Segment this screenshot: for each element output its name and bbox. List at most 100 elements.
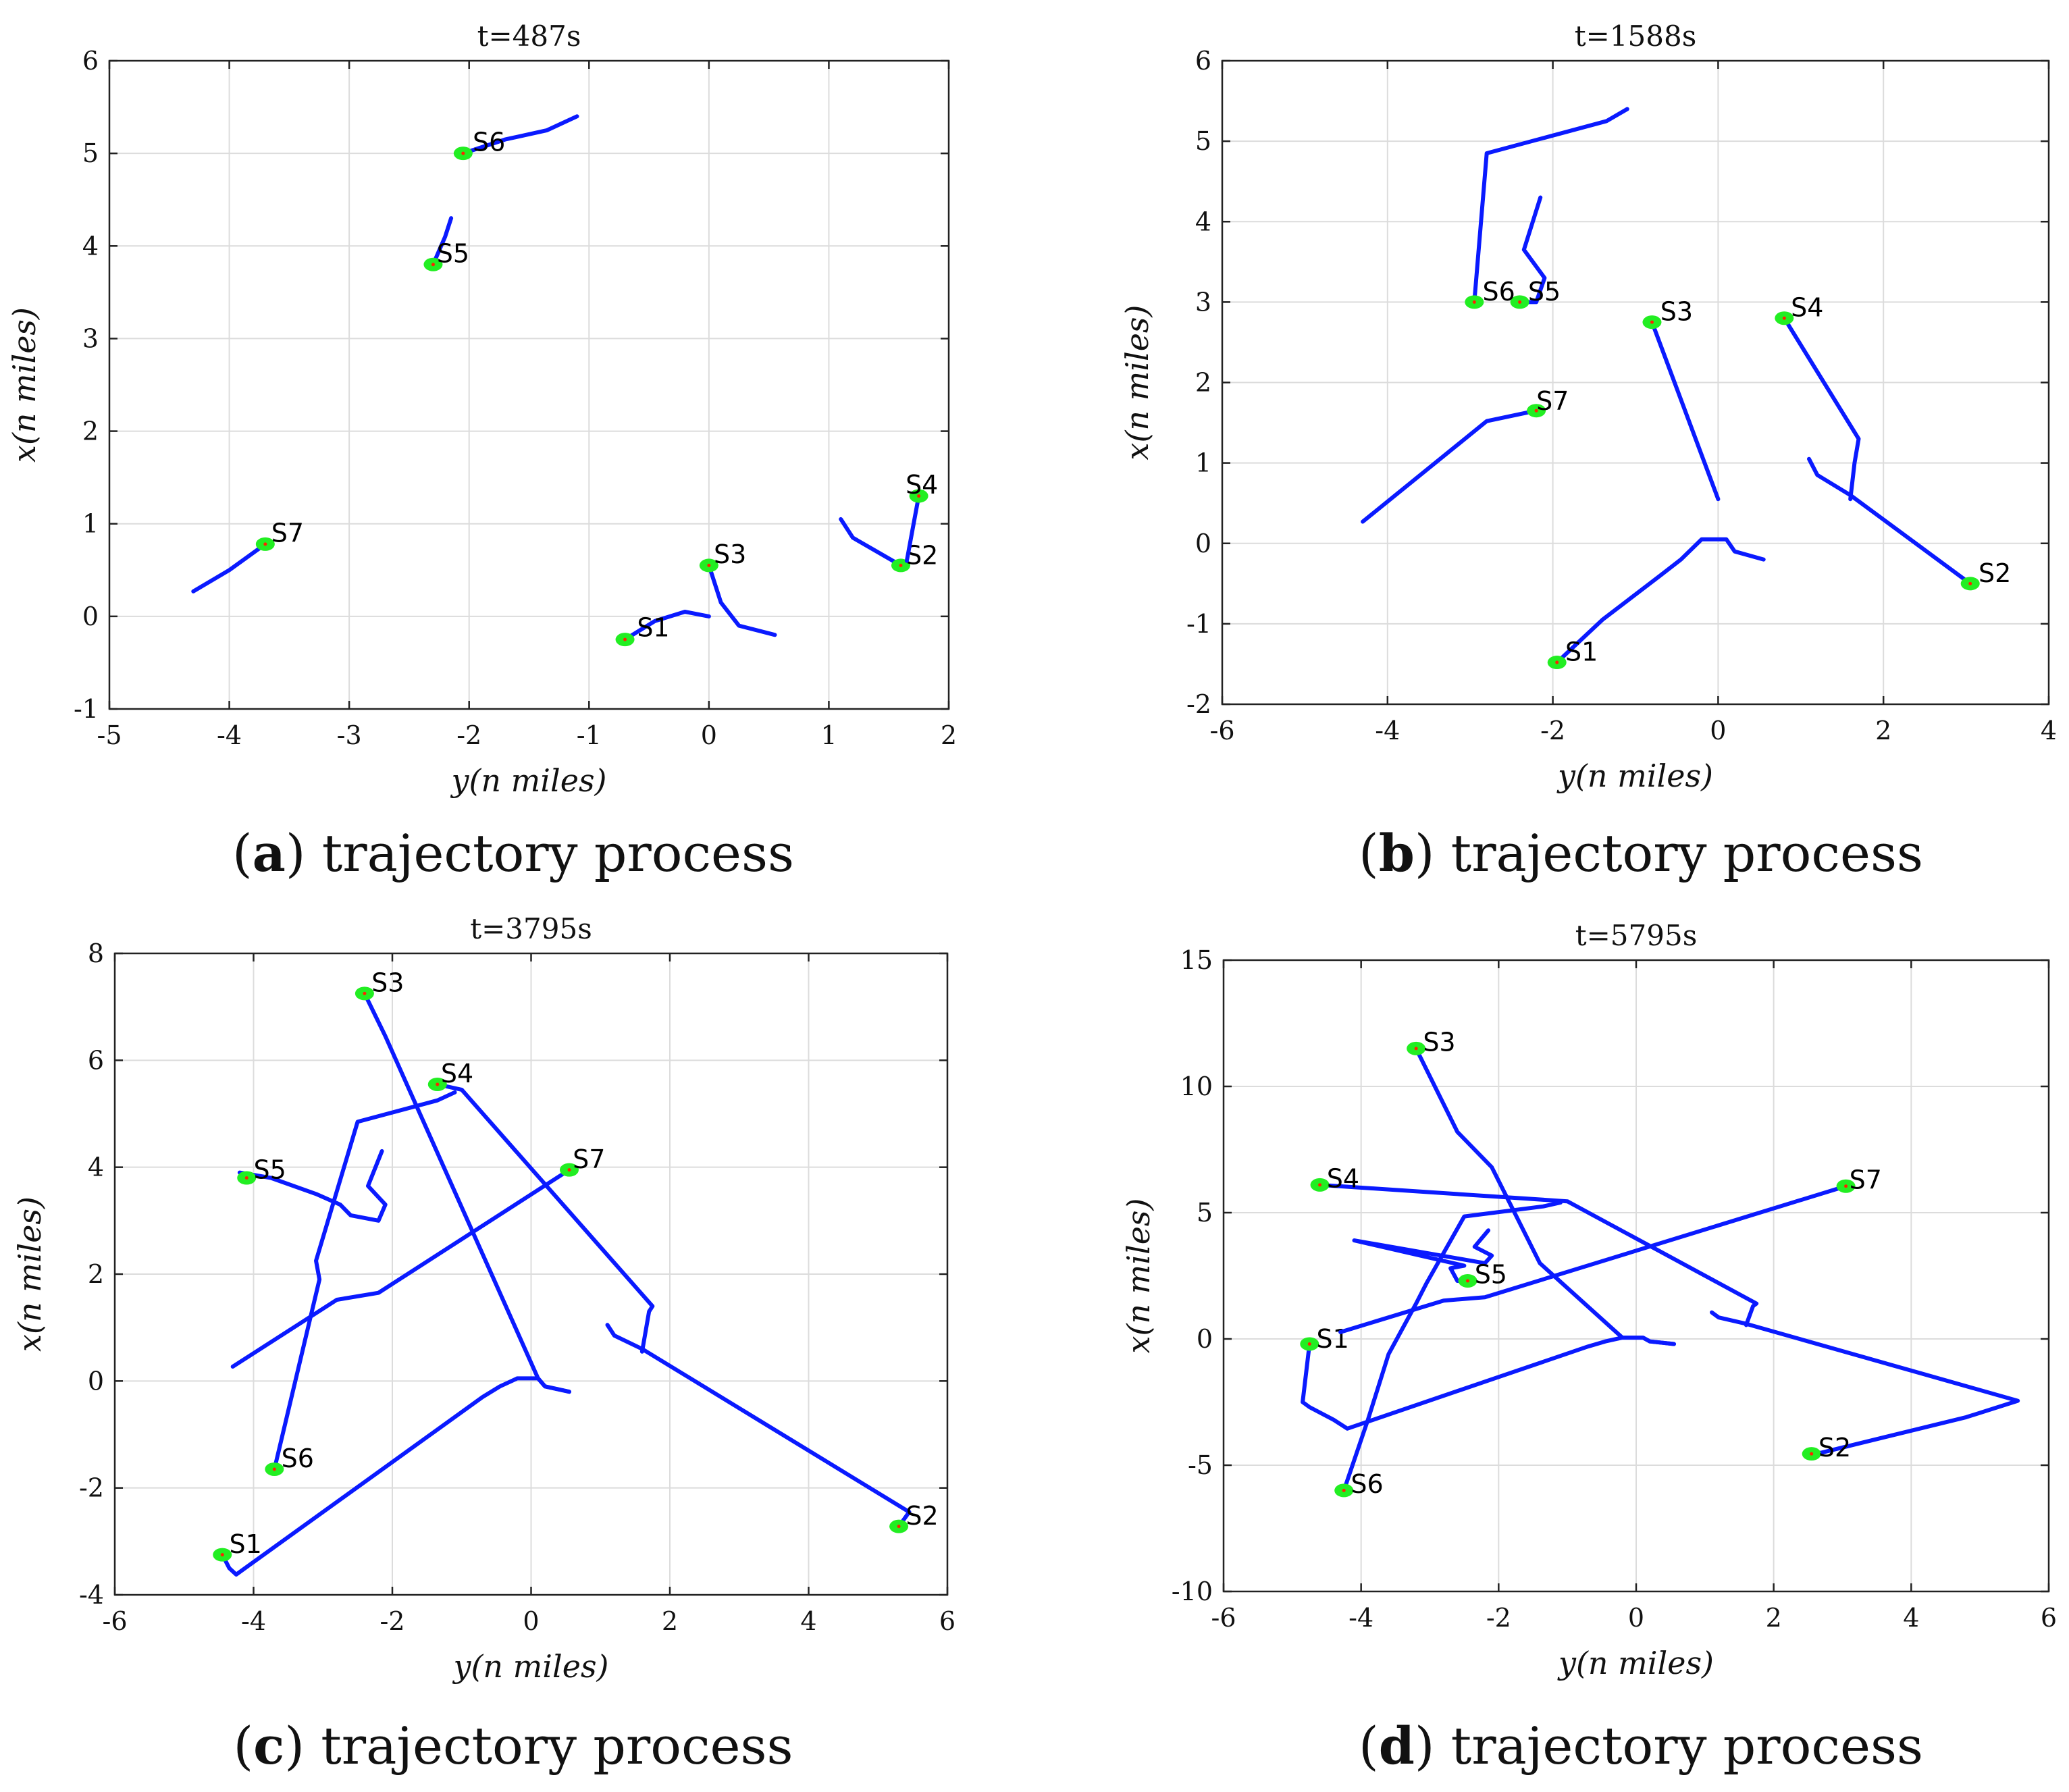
point-label-s7: S7 bbox=[271, 518, 304, 548]
marker-center-s4 bbox=[1318, 1183, 1322, 1187]
trajectory-s6 bbox=[1472, 107, 1629, 305]
point-label-s2: S2 bbox=[1818, 1433, 1851, 1462]
point-label-s1: S1 bbox=[1565, 637, 1598, 667]
point-label-s6: S6 bbox=[282, 1444, 314, 1473]
y-tick-label: 2 bbox=[82, 417, 99, 446]
point-label-s1: S1 bbox=[230, 1529, 262, 1559]
y-tick-label: 4 bbox=[82, 231, 99, 261]
marker-center-s7 bbox=[567, 1168, 571, 1172]
x-tick-label: -1 bbox=[577, 720, 602, 750]
marker-center-s1 bbox=[623, 637, 627, 641]
point-label-s5: S5 bbox=[1528, 277, 1561, 307]
marker-center-s5 bbox=[431, 263, 435, 267]
y-tick-label: -2 bbox=[79, 1473, 104, 1503]
marker-center-s1 bbox=[220, 1553, 224, 1557]
y-tick-label: 5 bbox=[1195, 126, 1211, 156]
x-tick-label: -4 bbox=[1348, 1603, 1373, 1633]
panel-a: -5 -4 -3 -2 -1 0 1 2 -1 0 1 2 3 4 5 6 t=487s y(n miles) x(… bbox=[6, 20, 957, 883]
x-axis-label: y(n miles) bbox=[452, 1648, 609, 1685]
plot-frame bbox=[1221, 59, 2050, 706]
x-axis-label: y(n miles) bbox=[1557, 1645, 1714, 1681]
point-label-s2: S2 bbox=[906, 1501, 938, 1531]
x-tick-label: -3 bbox=[337, 720, 362, 750]
x-tick-label: 4 bbox=[2041, 716, 2057, 745]
chart-title: t=1588s bbox=[1575, 20, 1697, 53]
marker-center-s5 bbox=[1518, 300, 1522, 304]
trajectory-s5 bbox=[431, 216, 454, 267]
x-tick-label: 6 bbox=[939, 1606, 955, 1636]
panel-caption: (b) trajectory process bbox=[1359, 823, 1923, 883]
y-tick-label: -2 bbox=[1186, 689, 1211, 719]
x-axis-label: y(n miles) bbox=[1556, 758, 1713, 794]
x-tick-label: 2 bbox=[1875, 716, 1891, 745]
y-axis-label: x(n miles) bbox=[1120, 1198, 1157, 1354]
point-label-s3: S3 bbox=[371, 968, 404, 998]
point-label-s6: S6 bbox=[1483, 277, 1515, 307]
panel-caption: (c) trajectory process bbox=[233, 1716, 793, 1776]
trajectory-s7 bbox=[230, 1167, 571, 1369]
marker-center-s3 bbox=[1414, 1047, 1418, 1051]
marker-center-s7 bbox=[1844, 1184, 1848, 1188]
x-tick-label: 4 bbox=[800, 1606, 816, 1636]
x-tick-label: -4 bbox=[217, 720, 242, 750]
marker-center-s4 bbox=[1782, 316, 1786, 320]
y-tick-label: -4 bbox=[79, 1580, 104, 1610]
trajectory-s4 bbox=[1317, 1182, 1759, 1327]
x-tick-label: -2 bbox=[379, 1606, 404, 1636]
x-tick-label: -2 bbox=[1540, 716, 1565, 745]
y-tick-label: 2 bbox=[1195, 368, 1211, 398]
y-tick-label: 6 bbox=[82, 46, 99, 76]
x-tick-label: -6 bbox=[1209, 716, 1234, 745]
point-label-s3: S3 bbox=[714, 539, 746, 569]
y-tick-label: -1 bbox=[1186, 609, 1211, 639]
x-tick-label: 4 bbox=[1903, 1603, 1919, 1633]
point-label-s6: S6 bbox=[473, 128, 505, 157]
point-label-s4: S4 bbox=[1327, 1164, 1359, 1194]
chart-title: t=487s bbox=[477, 20, 581, 53]
point-label-s5: S5 bbox=[254, 1155, 286, 1185]
x-tick-label: -6 bbox=[1211, 1603, 1236, 1633]
chart-title: t=5795s bbox=[1575, 919, 1698, 952]
point-label-s7: S7 bbox=[1536, 386, 1569, 416]
plot-area bbox=[109, 61, 949, 709]
trajectory-s7 bbox=[191, 542, 267, 594]
x-tick-label: 0 bbox=[1710, 716, 1726, 745]
marker-center-s5 bbox=[244, 1176, 248, 1180]
x-tick-label: 0 bbox=[1628, 1603, 1644, 1633]
point-label-s5: S5 bbox=[1475, 1260, 1507, 1290]
marker-center-s3 bbox=[707, 563, 711, 567]
marker-center-s2 bbox=[1968, 581, 1972, 585]
y-tick-label: 2 bbox=[88, 1259, 104, 1289]
trajectory-s4 bbox=[435, 1082, 655, 1354]
trajectory-s1 bbox=[623, 610, 711, 642]
point-label-s1: S1 bbox=[1316, 1324, 1348, 1354]
marker-center-s4 bbox=[436, 1082, 440, 1086]
y-tick-label: 5 bbox=[82, 138, 99, 168]
marker-center-s2 bbox=[1810, 1452, 1814, 1456]
plot-frame bbox=[1222, 959, 2050, 1593]
y-tick-label: 1 bbox=[82, 509, 99, 539]
marker-center-s7 bbox=[263, 542, 267, 546]
point-label-s5: S5 bbox=[437, 238, 469, 268]
x-tick-label: 0 bbox=[523, 1606, 539, 1636]
x-tick-label: -2 bbox=[456, 720, 481, 750]
y-tick-label: 0 bbox=[82, 602, 99, 631]
point-label-s7: S7 bbox=[573, 1144, 605, 1174]
x-tick-label: -2 bbox=[1486, 1603, 1511, 1633]
trajectory-s3 bbox=[1650, 320, 1721, 502]
trajectory-s3 bbox=[362, 991, 571, 1394]
panel-d: -6 -4 -2 0 2 4 6 -10 -5 0 5 10 15 t=5795s y(n miles) x(… bbox=[1120, 919, 2057, 1776]
trajectory-s7 bbox=[1361, 409, 1539, 524]
point-label-s3: S3 bbox=[1660, 297, 1693, 327]
trajectory-s2 bbox=[1807, 456, 1972, 586]
marker-center-s2 bbox=[897, 1525, 901, 1529]
trajectory-s4 bbox=[1782, 316, 1861, 502]
trajectory-s2 bbox=[1710, 1310, 2020, 1456]
x-tick-label: -5 bbox=[97, 720, 122, 750]
y-tick-label: 6 bbox=[1195, 46, 1211, 76]
trajectory-s4 bbox=[904, 494, 921, 563]
x-tick-label: 1 bbox=[820, 720, 837, 750]
y-tick-label: -10 bbox=[1172, 1577, 1213, 1606]
